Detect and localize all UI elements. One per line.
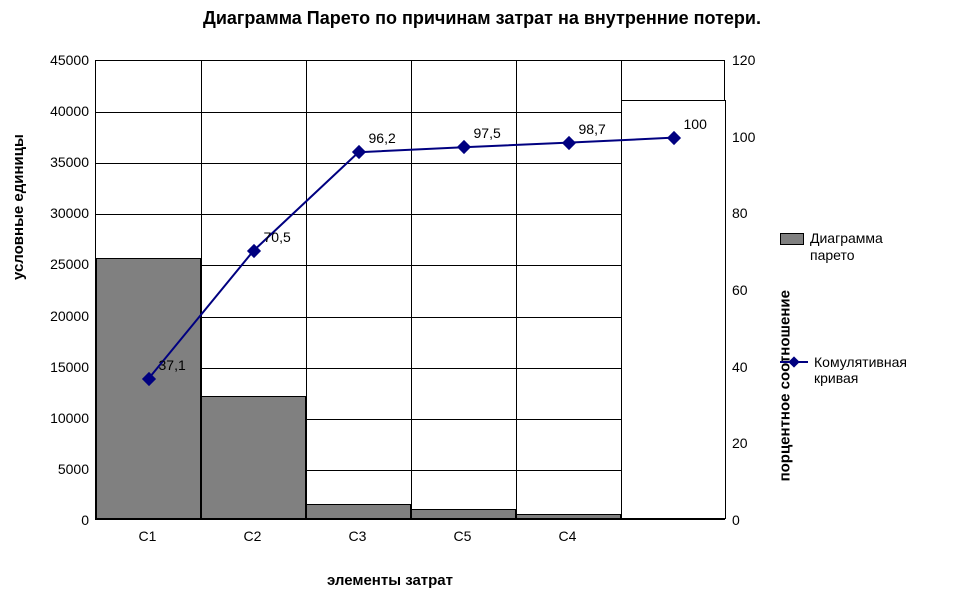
- x-tick-label: С3: [343, 528, 373, 544]
- y2-tick-label: 20: [732, 435, 748, 451]
- line-data-label: 100: [684, 116, 707, 132]
- y1-tick-label: 10000: [29, 410, 89, 426]
- legend-item-bar: Диаграмма парето: [780, 230, 934, 264]
- y1-tick-label: 5000: [29, 461, 89, 477]
- legend-swatch-bar: [780, 233, 804, 245]
- line-data-label: 96,2: [369, 130, 396, 146]
- y2-tick-label: 100: [732, 129, 755, 145]
- y2-tick-label: 80: [732, 205, 748, 221]
- chart-container: Диаграмма Парето по причинам затрат на в…: [0, 0, 964, 599]
- legend: Диаграмма парето Комулятивная кривая: [780, 230, 934, 477]
- line-data-label: 98,7: [579, 121, 606, 137]
- line-layer: [96, 61, 724, 519]
- legend-line-label: Комулятивная кривая: [814, 354, 934, 388]
- y1-tick-label: 45000: [29, 52, 89, 68]
- y1-tick-label: 15000: [29, 359, 89, 375]
- legend-item-line: Комулятивная кривая: [780, 354, 934, 388]
- x-tick-label: С2: [238, 528, 268, 544]
- y1-tick-label: 0: [29, 512, 89, 528]
- x-tick-label: С5: [448, 528, 478, 544]
- line-data-label: 97,5: [474, 125, 501, 141]
- line-data-label: 37,1: [159, 357, 186, 373]
- y1-tick-label: 40000: [29, 103, 89, 119]
- y1-tick-label: 20000: [29, 308, 89, 324]
- y1-tick-label: 35000: [29, 154, 89, 170]
- y2-tick-label: 40: [732, 359, 748, 375]
- legend-swatch-line: [780, 354, 808, 370]
- y1-tick-label: 25000: [29, 256, 89, 272]
- x-tick-label: С1: [133, 528, 163, 544]
- plot-area: 37,1 70,5 96,2 97,5 98,7 100: [95, 60, 725, 520]
- y1-tick-label: 30000: [29, 205, 89, 221]
- line-data-label: 70,5: [264, 229, 291, 245]
- y2-tick-label: 120: [732, 52, 755, 68]
- chart-title: Диаграмма Парето по причинам затрат на в…: [0, 8, 964, 29]
- x-axis-label: элементы затрат: [0, 572, 780, 589]
- y1-axis-label: условные единицы: [10, 134, 27, 280]
- y2-tick-label: 60: [732, 282, 748, 298]
- y2-tick-label: 0: [732, 512, 740, 528]
- x-tick-label: С4: [553, 528, 583, 544]
- legend-bar-label: Диаграмма парето: [810, 230, 930, 264]
